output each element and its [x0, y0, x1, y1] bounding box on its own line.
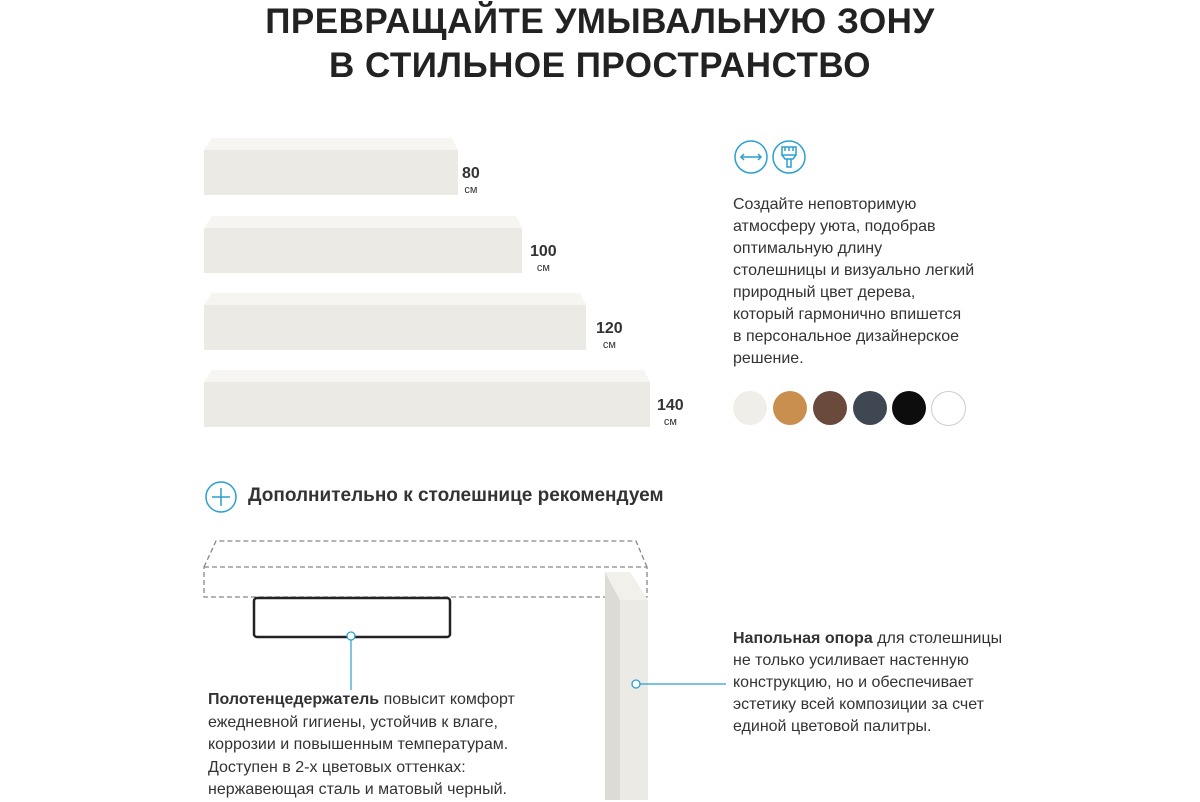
towel-holder	[252, 596, 452, 690]
countertop-100	[204, 216, 522, 273]
width-arrows-icon	[734, 140, 768, 174]
countertop-80	[204, 138, 458, 195]
floor-support	[605, 572, 726, 800]
color-swatch-white[interactable]	[931, 391, 966, 426]
size-label-120: 120 см	[596, 320, 623, 351]
towel-holder-text: Полотенцедержатель повысит комфорт ежедн…	[208, 691, 515, 798]
countertop-outline	[203, 540, 648, 598]
floor-support-text: Напольная опора для столешницы не только…	[733, 630, 1003, 735]
size-label-80: 80 см	[462, 165, 480, 196]
color-swatch-graphite[interactable]	[853, 391, 887, 425]
countertop-140	[204, 370, 650, 427]
page-title: ПРЕВРАЩАЙТЕ УМЫВАЛЬНУЮ ЗОНУ В СТИЛЬНОЕ ПР…	[265, 2, 935, 85]
color-swatch-walnut[interactable]	[813, 391, 847, 425]
description: Создайте неповторимую атмосферу уюта, под…	[733, 196, 975, 367]
paint-brush-icon	[772, 140, 806, 174]
plus-icon	[205, 481, 237, 513]
color-swatch-white-wood[interactable]	[733, 391, 767, 425]
color-swatch-black[interactable]	[892, 391, 926, 425]
size-label-100: 100 см	[530, 243, 557, 274]
size-label-140: 140 см	[657, 397, 684, 428]
countertop-120	[204, 293, 586, 350]
color-swatch-oak[interactable]	[773, 391, 807, 425]
recommend-heading: Дополнительно к столешнице рекомендуем	[248, 485, 664, 506]
